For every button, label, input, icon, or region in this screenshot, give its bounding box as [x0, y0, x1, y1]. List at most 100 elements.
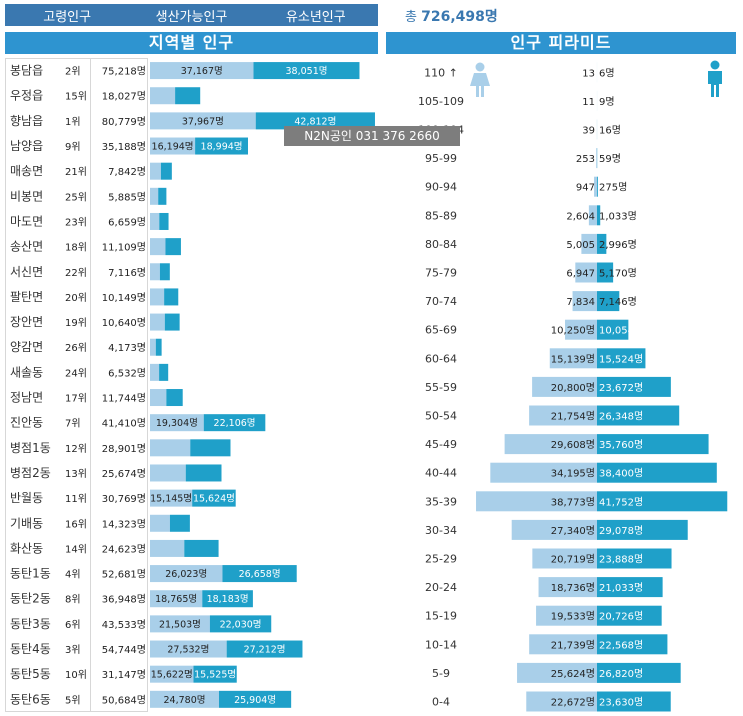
pyramid-male-label: 5,170명 [599, 268, 637, 280]
pyramid-male-bar [597, 491, 728, 512]
region-panel-title: 지역별 인구 [5, 32, 378, 54]
tab-working-age[interactable]: 생산가능인구 [155, 9, 228, 25]
region-male-bar [159, 212, 169, 230]
region-total: 54,744명 [102, 644, 146, 656]
pyramid-female-bar [536, 605, 597, 626]
pyramid-female-label: 5,005 [566, 240, 595, 251]
region-male-label: 22,106명 [214, 418, 256, 429]
pyramid-male-bar [597, 376, 671, 397]
region-total: 35,188명 [102, 141, 146, 153]
region-name: 남양읍 [10, 139, 43, 153]
pyramid-age-label: 50-54 [425, 410, 457, 423]
pyramid-male-label: 38,400명 [599, 468, 643, 480]
region-total: 7,116명 [108, 267, 146, 279]
pyramid-male-label: 10,054명 [599, 325, 643, 337]
region-male-bar [159, 263, 170, 281]
pyramid-female-label: 6,947 [566, 269, 595, 280]
region-male-bar [222, 565, 297, 583]
pyramid-panel-title: 인구 피라미드 [386, 32, 736, 54]
region-female-bar [150, 389, 167, 407]
total-population: 총 726,498명 [405, 6, 498, 26]
pyramid-female-label: 13 [582, 68, 595, 79]
region-female-bar [150, 590, 203, 608]
region-female-bar [150, 565, 223, 583]
region-name: 동탄4동 [10, 642, 51, 656]
region-rank: 11위 [65, 492, 87, 505]
region-female-bar [150, 439, 191, 457]
region-male-label: 15,525명 [194, 670, 236, 681]
region-male-label: 27,212명 [244, 645, 286, 656]
region-male-label: 18,994명 [201, 142, 243, 153]
tab-youth[interactable]: 유소년인구 [285, 9, 346, 25]
pyramid-age-label: 45-49 [425, 438, 457, 451]
pyramid-male-label: 7,146명 [599, 296, 637, 308]
region-female-label: 24,780명 [164, 695, 206, 706]
pyramid-age-label: 60-64 [425, 352, 457, 365]
pyramid-male-label: 59명 [599, 153, 621, 165]
region-rank: 26위 [65, 341, 87, 354]
pyramid-male-bar [597, 462, 717, 483]
pyramid-male-bar [597, 634, 668, 655]
region-rank: 2위 [65, 65, 81, 78]
region-name: 봉담읍 [10, 64, 43, 78]
region-name: 동탄3동 [10, 617, 51, 631]
pyramid-male-label: 22,568명 [599, 639, 643, 651]
region-name: 비봉면 [10, 189, 43, 203]
region-rank: 4위 [65, 568, 81, 581]
pyramid-male-label: 2,996명 [599, 239, 637, 251]
region-rank: 10위 [65, 668, 87, 681]
region-name: 향남읍 [10, 114, 43, 128]
region-male-bar [164, 313, 180, 331]
region-rank: 5위 [65, 693, 81, 706]
region-table-divider [90, 58, 91, 712]
pyramid-female-bar [511, 519, 597, 540]
region-female-bar [150, 615, 210, 633]
pyramid-female-bar [549, 348, 597, 369]
pyramid-female-bar [532, 376, 597, 397]
region-total: 36,948명 [102, 594, 146, 606]
female-person-icon [470, 62, 490, 97]
pyramid-male-label: 26,348명 [599, 411, 643, 423]
pyramid-male-label: 23,630명 [599, 697, 643, 709]
tab-elderly[interactable]: 고령인구 [43, 9, 92, 25]
pyramid-female-label: 7,834 [566, 297, 595, 308]
region-total: 11,109명 [102, 242, 146, 254]
region-female-bar [150, 338, 156, 356]
region-total: 4,173명 [108, 342, 146, 354]
pyramid-female-label: 21,739명 [551, 639, 595, 651]
total-label: 총 [405, 10, 417, 25]
pyramid-female-label: 2,604 [566, 211, 595, 222]
region-name: 우정읍 [10, 89, 43, 103]
region-rank: 1위 [65, 115, 81, 128]
pyramid-female-bar [575, 262, 597, 283]
region-female-bar [150, 162, 161, 180]
pyramid-female-label: 29,608명 [551, 439, 595, 451]
pyramid-female-bar [490, 462, 597, 483]
pyramid-male-label: 26,820명 [599, 668, 643, 680]
pyramid-age-label: 0-4 [432, 696, 450, 709]
region-rank: 18위 [65, 241, 87, 254]
region-table-frame [5, 58, 148, 712]
region-female-label: 26,023명 [165, 569, 207, 580]
pyramid-female-bar [588, 205, 597, 226]
region-female-bar [150, 539, 185, 557]
region-rank: 3위 [65, 643, 81, 656]
male-person-icon [708, 60, 722, 97]
region-male-bar [166, 389, 183, 407]
region-female-bar [150, 665, 194, 683]
region-male-bar [203, 414, 266, 432]
pyramid-female-bar [596, 148, 597, 169]
pyramid-female-bar [581, 233, 597, 254]
region-total: 10,149명 [102, 292, 146, 304]
region-female-label: 37,967명 [182, 116, 224, 127]
pyramid-female-bar [538, 577, 597, 598]
pyramid-male-bar [597, 233, 607, 254]
region-male-bar [202, 590, 253, 608]
watermark: N2N공인 031 376 2660 [284, 126, 460, 146]
pyramid-female-bar [504, 434, 597, 455]
region-rank: 25위 [65, 190, 87, 203]
region-male-bar [195, 137, 248, 155]
region-female-label: 16,194명 [152, 142, 194, 153]
region-female-label: 18,765명 [155, 594, 197, 605]
